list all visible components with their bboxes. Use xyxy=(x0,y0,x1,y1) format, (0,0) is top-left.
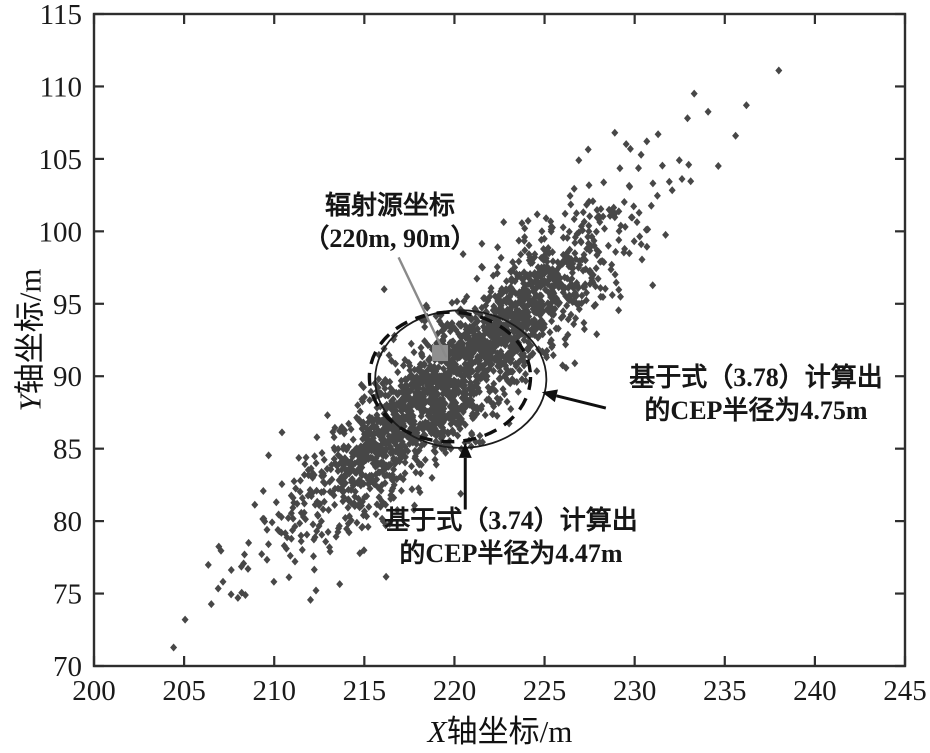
source-position-marker xyxy=(432,345,449,362)
y-tick-label: 90 xyxy=(53,361,82,393)
x-tick-label: 230 xyxy=(613,675,657,707)
cep378-arrow-shaft xyxy=(556,394,607,410)
y-tick-label: 95 xyxy=(53,289,82,321)
cep374-arrow-head xyxy=(458,442,472,458)
y-axis-variable: Y xyxy=(12,394,48,412)
annotation-cep374-line1: 基于式（3.74）计算出 xyxy=(384,506,638,535)
annotation-cep378-line1: 基于式（3.78）计算出 xyxy=(629,363,883,392)
x-tick-label: 220 xyxy=(433,675,477,707)
x-tick-label: 240 xyxy=(793,675,837,707)
y-axis-title: Y轴坐标/m xyxy=(5,269,50,412)
x-tick-label: 245 xyxy=(883,675,927,707)
y-tick-label: 80 xyxy=(53,506,82,538)
cep378-arrow-head xyxy=(541,389,558,403)
cep-circle-eq-3.78 xyxy=(374,309,548,449)
y-tick-label: 115 xyxy=(40,0,82,31)
x-axis-unit: 轴坐标/m xyxy=(446,714,573,749)
annotation-cep-378: 基于式（3.78）计算出 的CEP半径为4.75m xyxy=(629,361,883,427)
annotation-source-line1: 辐射源坐标 xyxy=(324,191,456,220)
annotation-cep374-line2: 的CEP半径为4.47m xyxy=(399,539,623,568)
y-tick-label: 105 xyxy=(39,144,83,176)
x-axis-variable: X xyxy=(427,714,447,749)
x-tick-label: 225 xyxy=(523,675,567,707)
plot-border xyxy=(92,12,907,668)
y-axis-unit: 轴坐标/m xyxy=(12,268,48,395)
annotation-source-coordinates: 辐射源坐标 （220m, 90m） xyxy=(303,189,476,255)
x-tick-label: 215 xyxy=(343,675,387,707)
annotation-source-line2: （220m, 90m） xyxy=(303,224,477,253)
annotation-cep-374: 基于式（3.74）计算出 的CEP半径为4.47m xyxy=(384,504,638,570)
y-tick-label: 75 xyxy=(53,579,82,611)
x-tick-label: 235 xyxy=(703,675,747,707)
scatter-points xyxy=(170,66,783,652)
annotation-cep378-line2: 的CEP半径为4.75m xyxy=(644,396,868,425)
cep-circle-eq-3.74 xyxy=(367,310,533,444)
x-tick-label: 205 xyxy=(162,675,206,707)
y-tick-label: 100 xyxy=(39,216,83,248)
x-tick-label: 210 xyxy=(252,675,296,707)
y-tick-label: 85 xyxy=(53,434,82,466)
x-axis-title: X轴坐标/m xyxy=(428,706,573,751)
axis-ticks xyxy=(92,12,907,668)
source-leader-line xyxy=(397,256,448,358)
x-tick-label: 200 xyxy=(72,675,116,707)
y-tick-label: 70 xyxy=(53,651,82,683)
y-tick-label: 110 xyxy=(40,71,82,103)
